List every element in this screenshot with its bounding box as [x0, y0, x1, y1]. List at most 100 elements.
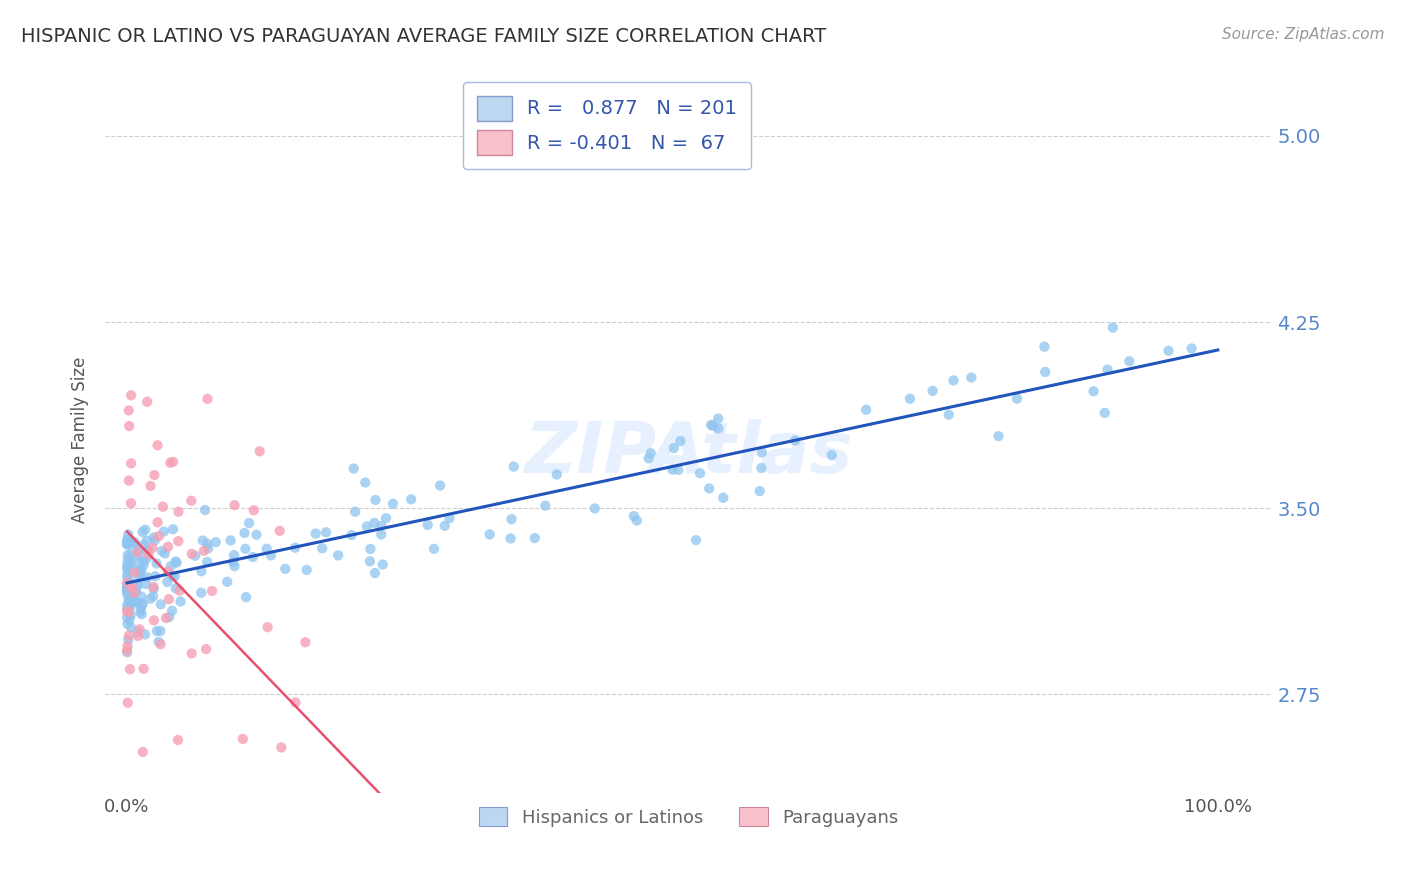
- Point: [127, 549, 149, 563]
- Point: [146, 516, 169, 530]
- Point: [162, 522, 184, 536]
- Point: [149, 598, 172, 612]
- Point: [115, 582, 138, 597]
- Point: [242, 503, 264, 517]
- Point: [233, 526, 256, 541]
- Point: [117, 598, 139, 612]
- Point: [118, 474, 141, 488]
- Point: [141, 541, 163, 555]
- Point: [117, 576, 139, 591]
- Point: [125, 584, 148, 599]
- Point: [235, 541, 257, 556]
- Point: [115, 558, 138, 572]
- Point: [1033, 340, 1056, 354]
- Point: [222, 555, 245, 569]
- Point: [249, 444, 271, 458]
- Point: [429, 478, 451, 492]
- Point: [117, 588, 139, 602]
- Point: [340, 528, 363, 542]
- Point: [143, 468, 166, 483]
- Point: [165, 555, 187, 569]
- Point: [115, 602, 138, 616]
- Point: [707, 411, 730, 425]
- Point: [381, 497, 404, 511]
- Point: [204, 535, 226, 549]
- Point: [138, 547, 160, 561]
- Point: [685, 533, 707, 548]
- Point: [124, 595, 146, 609]
- Point: [167, 505, 190, 519]
- Point: [370, 519, 392, 533]
- Point: [120, 620, 142, 634]
- Point: [661, 463, 683, 477]
- Point: [938, 408, 960, 422]
- Point: [136, 570, 159, 584]
- Point: [1181, 342, 1204, 356]
- Point: [115, 537, 138, 551]
- Point: [129, 605, 152, 619]
- Point: [115, 562, 138, 576]
- Point: [127, 545, 149, 559]
- Point: [238, 516, 260, 530]
- Point: [115, 570, 138, 584]
- Point: [128, 543, 150, 558]
- Point: [502, 459, 524, 474]
- Point: [127, 595, 149, 609]
- Point: [501, 512, 523, 526]
- Point: [167, 733, 190, 747]
- Point: [148, 635, 170, 649]
- Point: [1033, 365, 1056, 379]
- Point: [546, 467, 568, 482]
- Point: [163, 569, 186, 583]
- Point: [118, 555, 141, 569]
- Point: [120, 496, 142, 510]
- Point: [270, 740, 292, 755]
- Point: [153, 547, 176, 561]
- Point: [371, 558, 394, 572]
- Point: [1157, 343, 1180, 358]
- Point: [120, 557, 142, 571]
- Point: [118, 403, 141, 417]
- Point: [117, 553, 139, 567]
- Point: [117, 632, 139, 647]
- Point: [122, 588, 145, 602]
- Point: [399, 492, 422, 507]
- Point: [134, 627, 156, 641]
- Point: [118, 662, 141, 676]
- Point: [256, 620, 278, 634]
- Point: [124, 584, 146, 599]
- Point: [132, 558, 155, 573]
- Point: [167, 534, 190, 549]
- Point: [127, 629, 149, 643]
- Point: [135, 577, 157, 591]
- Point: [242, 796, 264, 810]
- Point: [128, 565, 150, 579]
- Point: [356, 519, 378, 533]
- Text: Source: ZipAtlas.com: Source: ZipAtlas.com: [1222, 27, 1385, 42]
- Point: [1005, 392, 1028, 406]
- Point: [136, 394, 159, 409]
- Point: [129, 567, 152, 582]
- Point: [127, 578, 149, 592]
- Point: [700, 417, 723, 432]
- Point: [115, 643, 138, 657]
- Point: [117, 548, 139, 562]
- Point: [131, 590, 153, 604]
- Point: [143, 613, 166, 627]
- Point: [359, 554, 381, 568]
- Point: [118, 605, 141, 619]
- Point: [160, 604, 183, 618]
- Point: [132, 554, 155, 568]
- Point: [129, 602, 152, 616]
- Point: [143, 533, 166, 548]
- Point: [145, 557, 167, 571]
- Point: [131, 598, 153, 612]
- Point: [669, 434, 692, 448]
- Point: [359, 541, 381, 556]
- Point: [125, 576, 148, 591]
- Point: [370, 527, 392, 541]
- Point: [159, 456, 181, 470]
- Point: [148, 529, 170, 543]
- Point: [666, 463, 689, 477]
- Point: [748, 484, 770, 499]
